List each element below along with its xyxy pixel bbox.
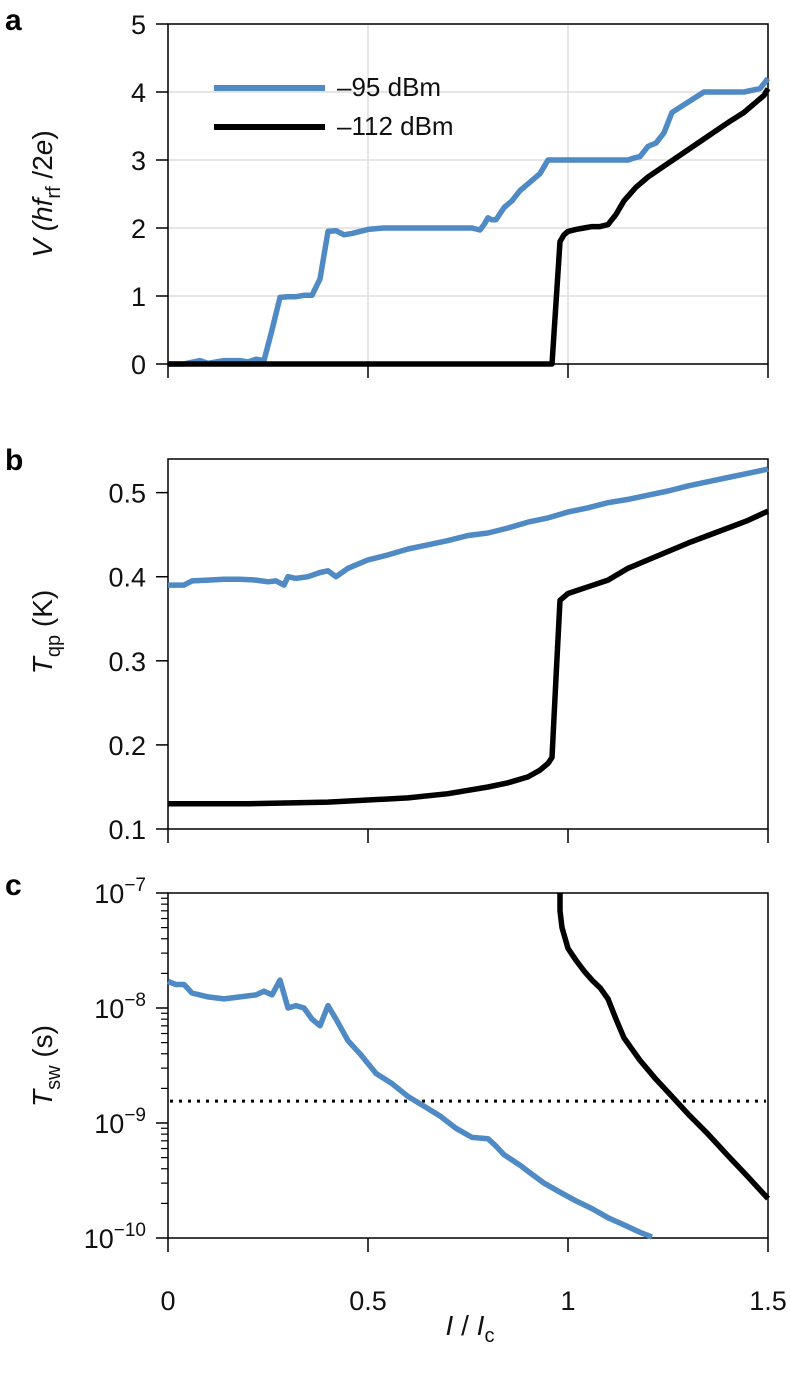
- series-line-112dbm: [168, 508, 770, 807]
- legend-label-95dbm: –95 dBm: [337, 72, 441, 102]
- panel-a-frame: [167, 23, 769, 365]
- series-line-95dbm: [168, 466, 769, 588]
- panel-a-label: a: [5, 4, 22, 37]
- x-axis-label: I / Ic: [446, 1310, 495, 1347]
- panel-b: b 0.1 0.2 0.3 0.4 0.5 Tqp (K): [5, 444, 770, 845]
- panel-a-y-label-post: /2: [27, 155, 58, 186]
- y-tick-label: 0.4: [108, 563, 146, 593]
- x-label-i2: I: [477, 1310, 485, 1341]
- panel-c-y-ticks: 10−10 10−9 10−8 10−7: [84, 875, 168, 1254]
- panel-a-y-label-v: V (: [27, 219, 58, 257]
- y-tick-label: 1: [131, 282, 146, 312]
- panel-c-y-axis-label: Tsw (s): [27, 1025, 65, 1107]
- panel-a-legend: –95 dBm –112 dBm: [214, 72, 454, 141]
- x-label-sub: c: [484, 1325, 494, 1347]
- panel-b-y-label-sub: qp: [43, 635, 65, 657]
- panel-c-x-ticks: 0 0.5 1 1.5: [160, 1238, 787, 1316]
- x-tick-label: 1: [560, 1286, 575, 1316]
- panel-b-y-label-unit: (K): [27, 590, 58, 635]
- panel-a-y-label-hf: hf: [27, 195, 58, 222]
- panel-a-y-label-sub: rf: [43, 186, 65, 199]
- panel-c-y-label-sub: sw: [43, 1065, 65, 1090]
- panel-b-y-label-t: T: [27, 655, 58, 674]
- panel-b-x-ticks: [167, 829, 769, 843]
- panel-b-y-axis-label: Tqp (K): [27, 590, 65, 674]
- x-label-mid: /: [453, 1310, 476, 1341]
- panel-c-y-label-t: T: [27, 1088, 58, 1107]
- series-line-95dbm: [168, 76, 771, 367]
- y-tick-label: 2: [131, 214, 146, 244]
- y-tick-label: 3: [131, 146, 146, 176]
- panel-c-series: [167, 893, 771, 1240]
- y-tick-label: 0: [131, 350, 146, 380]
- panel-c-label: c: [5, 869, 22, 902]
- y-tick-label: 0.2: [108, 731, 146, 761]
- panel-b-series: [168, 466, 770, 807]
- panel-a-series: [168, 76, 771, 367]
- y-tick-label: 10−8: [94, 990, 146, 1024]
- panel-c-frame: [167, 892, 769, 1239]
- panel-c: c 10−10 10−9 10−8 10−7 0 0.5 1 1.5 Tsw (s) I /…: [5, 869, 787, 1347]
- y-tick-label: 4: [131, 78, 146, 108]
- panel-c-minor-ticks: [161, 897, 168, 1204]
- panel-a: a 0 1 2 3 4 5 V (hfrf /2e) –95 dBm –112 dBm: [5, 4, 771, 380]
- panel-b-label: b: [5, 444, 23, 477]
- series-line-95dbm: [167, 977, 654, 1240]
- series-line-112dbm: [168, 87, 771, 367]
- y-tick-label: 10−9: [94, 1105, 146, 1139]
- y-tick-label: 0.1: [108, 815, 146, 845]
- y-tick-label: 10−10: [84, 1220, 146, 1254]
- y-tick-label: 0.5: [108, 479, 146, 509]
- x-tick-label: 1.5: [749, 1286, 787, 1316]
- panel-b-y-ticks: 0.1 0.2 0.3 0.4 0.5: [108, 479, 168, 845]
- panel-a-y-label-close: ): [27, 130, 58, 139]
- y-tick-label: 0.3: [108, 647, 146, 677]
- x-label-i: I: [446, 1310, 454, 1341]
- y-tick-label: 10−7: [94, 875, 146, 909]
- y-tick-label: 5: [131, 10, 146, 40]
- panel-a-y-label-e: e: [27, 140, 58, 156]
- panel-b-frame: [167, 458, 769, 830]
- x-tick-label: 0: [160, 1286, 175, 1316]
- series-line-112dbm: [557, 893, 771, 1201]
- panel-c-y-label-unit: (s): [27, 1025, 58, 1065]
- legend-label-112dbm: –112 dBm: [337, 111, 454, 141]
- panel-a-grid: [167, 23, 769, 365]
- x-tick-label: 0.5: [349, 1286, 387, 1316]
- panel-a-y-axis-label: V (hfrf /2e): [27, 130, 65, 257]
- panel-a-y-ticks: 0 1 2 3 4 5: [131, 10, 168, 380]
